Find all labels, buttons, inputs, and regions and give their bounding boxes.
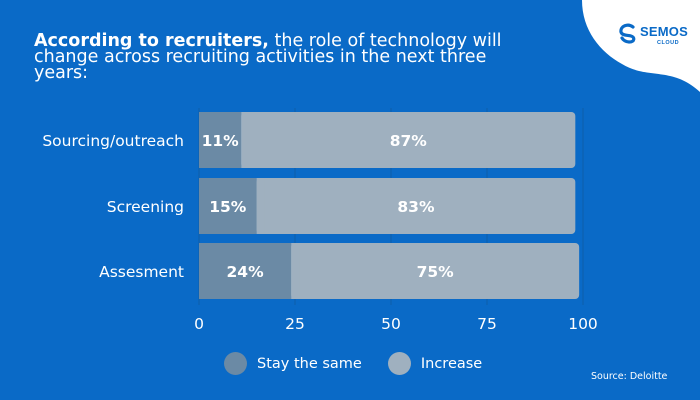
- legend-swatch-increase: [387, 352, 411, 375]
- legend-item-increase: Increase: [387, 352, 483, 375]
- x-tick-label-75: 75: [477, 315, 497, 333]
- data-label-screening-0: 15%: [209, 198, 247, 216]
- bar-screening-0: [199, 178, 257, 234]
- data-label-sourcing-outreach-0: 11%: [202, 132, 240, 150]
- bar-sourcing-outreach-1: [241, 112, 576, 168]
- chart-legend: Stay the same Increase: [224, 352, 508, 375]
- x-tick-label-100: 100: [568, 315, 598, 333]
- logo-subtitle: CLOUD: [657, 40, 680, 46]
- chart-title-rest: the role of technology will change acros…: [34, 31, 502, 83]
- category-label-sourcing-outreach: Sourcing/outreach: [42, 132, 184, 150]
- bar-sourcing-outreach-1-join: [241, 112, 250, 168]
- legend-swatch-stay-the-same: [224, 352, 247, 375]
- bar-assesment-1: [291, 243, 580, 299]
- category-label-screening: Screening: [107, 198, 184, 216]
- bar-assesment-0: [199, 243, 292, 299]
- data-label-assesment-0: 24%: [227, 263, 265, 281]
- brand-logo: SEMOS CLOUD: [608, 16, 698, 56]
- logo-name: SEMOS: [640, 24, 688, 39]
- chart-title: According to recruiters, the role of tec…: [34, 31, 504, 83]
- data-label-screening-1: 83%: [397, 198, 435, 216]
- logo-background-shape: [582, 0, 700, 92]
- x-tick-label-50: 50: [381, 315, 401, 333]
- semos-cloud-logo-icon: [618, 23, 638, 49]
- category-label-assesment: Assesment: [99, 263, 184, 281]
- bar-sourcing-outreach-0: [199, 112, 242, 168]
- legend-item-stay-the-same: Stay the same: [224, 352, 362, 375]
- x-tick-label-25: 25: [285, 315, 305, 333]
- bar-screening-1-join: [256, 178, 265, 234]
- chart-title-bold: According to recruiters,: [34, 31, 269, 51]
- data-label-sourcing-outreach-1: 87%: [390, 132, 428, 150]
- bar-screening-1: [256, 178, 576, 234]
- legend-label-increase: Increase: [420, 355, 483, 372]
- source-note: Source: Deloitte: [591, 371, 668, 382]
- bar-assesment-1-join: [291, 243, 300, 299]
- data-label-assesment-1: 75%: [417, 263, 455, 281]
- legend-label-stay-the-same: Stay the same: [257, 355, 362, 372]
- x-tick-label-0: 0: [194, 315, 204, 333]
